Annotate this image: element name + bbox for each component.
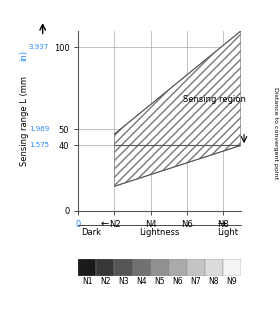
Text: N9: N9 xyxy=(227,277,237,286)
Text: →: → xyxy=(217,219,225,229)
Text: N2: N2 xyxy=(100,277,111,286)
Text: Dark: Dark xyxy=(81,228,101,237)
Text: in): in) xyxy=(19,50,28,61)
Text: N3: N3 xyxy=(118,277,129,286)
Text: N6: N6 xyxy=(172,277,183,286)
Text: ←: ← xyxy=(101,219,109,229)
Text: N8: N8 xyxy=(209,277,219,286)
Text: 1.969: 1.969 xyxy=(29,126,49,132)
Text: Light: Light xyxy=(217,228,238,237)
Text: Sensing region: Sensing region xyxy=(183,95,246,104)
Bar xyxy=(205,259,223,276)
Bar xyxy=(223,259,241,276)
Bar xyxy=(151,259,169,276)
Bar xyxy=(187,259,205,276)
Bar xyxy=(169,259,187,276)
Bar xyxy=(78,259,96,276)
Text: Distance to convergent point: Distance to convergent point xyxy=(273,87,278,179)
Y-axis label: Sensing range L (mm: Sensing range L (mm xyxy=(20,76,29,166)
Text: N1: N1 xyxy=(82,277,93,286)
Text: N7: N7 xyxy=(190,277,201,286)
Bar xyxy=(132,259,151,276)
Text: 1.575: 1.575 xyxy=(29,142,49,148)
Polygon shape xyxy=(115,31,241,186)
Text: Lightness: Lightness xyxy=(139,228,180,237)
Bar xyxy=(115,259,132,276)
Text: 3.937: 3.937 xyxy=(29,44,49,50)
Text: N4: N4 xyxy=(136,277,147,286)
Bar xyxy=(96,259,115,276)
Text: N5: N5 xyxy=(154,277,165,286)
